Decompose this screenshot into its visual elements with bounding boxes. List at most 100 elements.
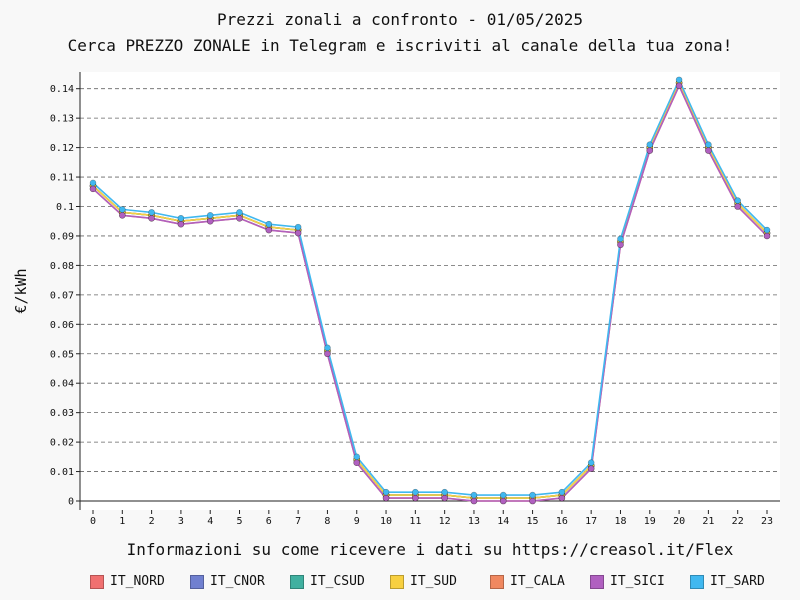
- x-tick-label: 10: [380, 516, 392, 527]
- data-point-it-sard: [646, 141, 654, 148]
- x-tick-label: 4: [207, 516, 213, 527]
- chart-title: Prezzi zonali a confronto - 01/05/2025: [216, 10, 584, 29]
- x-tick-label: 8: [324, 516, 330, 527]
- legend-swatch: [290, 574, 304, 589]
- x-tick-label: 7: [295, 516, 301, 527]
- data-point-it-sici: [382, 494, 390, 502]
- data-point-it-sici: [353, 459, 361, 467]
- data-point-it-sici: [324, 350, 331, 358]
- x-tick-label: 12: [439, 516, 451, 527]
- footer-info: Informazioni su come ricevere i dati su …: [126, 540, 734, 559]
- series-points: [89, 76, 771, 505]
- data-point-it-sard: [265, 220, 273, 228]
- data-point-it-sard: [705, 141, 712, 148]
- legend-item-it-cnor: IT_CNOR: [190, 574, 265, 589]
- y-tick-label: 0.01: [50, 467, 74, 478]
- data-point-it-sard: [353, 453, 361, 461]
- data-point-it-sici: [148, 214, 155, 222]
- data-point-it-sici: [294, 229, 302, 237]
- data-point-it-sard: [470, 491, 478, 499]
- data-point-it-sard: [763, 226, 771, 234]
- data-point-it-sard: [529, 491, 536, 499]
- data-point-it-sici: [412, 494, 419, 502]
- y-tick-label: 0.1: [56, 202, 74, 213]
- data-point-it-sici: [675, 82, 683, 90]
- data-point-it-sici: [617, 241, 624, 249]
- x-tick-label: 22: [732, 516, 744, 527]
- data-point-it-sard: [441, 488, 448, 496]
- x-tick-label: 11: [409, 516, 421, 527]
- y-tick-label: 0.11: [50, 173, 74, 184]
- series-line-it-sard: [92, 77, 768, 496]
- x-tick-labels: 0 1 2 3 4 5 6 7 8 9 10 11 12 13 14 15 16 17 18 19 20 21 22 23: [90, 510, 773, 527]
- x-tick-label: 6: [266, 516, 272, 527]
- legend-item-it-sici: IT_SICI: [590, 574, 665, 589]
- x-tick-label: 17: [585, 516, 597, 527]
- y-tick-label: 0.07: [50, 290, 74, 301]
- x-tick-label: 2: [149, 516, 155, 527]
- x-tick-label: 21: [702, 516, 714, 527]
- data-point-it-sard: [324, 344, 331, 352]
- legend-label: IT_SARD: [710, 574, 765, 589]
- data-point-it-sici: [499, 497, 507, 505]
- legend-label: IT_CNOR: [210, 574, 265, 589]
- y-tick-label: 0.14: [50, 84, 74, 95]
- x-tick-label: 13: [468, 516, 480, 527]
- legend-swatch: [190, 574, 204, 589]
- x-tick-label: 19: [644, 516, 656, 527]
- chart-subtitle: Cerca PREZZO ZONALE in Telegram e iscriv…: [67, 36, 733, 55]
- plot-area: [80, 72, 780, 510]
- data-point-it-sici: [206, 217, 214, 225]
- data-point-it-sici: [587, 465, 595, 472]
- data-point-it-sard: [587, 459, 595, 467]
- legend-label: IT_SUD: [410, 574, 457, 589]
- series-line-it-sici: [92, 83, 768, 502]
- data-point-it-sard: [148, 209, 155, 216]
- y-tick-label: 0.03: [50, 408, 74, 419]
- data-point-it-sici: [529, 497, 536, 505]
- x-tick-label: 18: [614, 516, 626, 527]
- axes: [79, 72, 780, 510]
- x-tick-label: 3: [178, 516, 184, 527]
- legend-label: IT_CALA: [510, 574, 565, 589]
- x-tick-label: 5: [237, 516, 243, 527]
- y-tick-labels: 0 0.01 0.02 0.03 0.04 0.05 0.06 0.07 0.08 0.09 0.1…: [50, 84, 80, 508]
- data-point-it-sici: [558, 494, 566, 502]
- x-tick-label: 1: [119, 516, 125, 527]
- data-point-it-sici: [734, 203, 741, 210]
- y-tick-label: 0.12: [50, 143, 74, 154]
- y-tick-label: 0.06: [50, 320, 74, 331]
- data-point-it-sard: [675, 76, 683, 84]
- x-tick-label: 16: [556, 516, 568, 527]
- data-point-it-sici: [89, 185, 97, 193]
- legend-item-it-cala: IT_CALA: [490, 574, 565, 589]
- y-tick-label: 0.04: [50, 379, 74, 390]
- data-point-it-sici: [441, 494, 448, 502]
- x-tick-label: 20: [673, 516, 685, 527]
- series-line-it-sud: [92, 80, 768, 499]
- data-point-it-sard: [734, 197, 741, 204]
- legend-item-it-csud: IT_CSUD: [290, 574, 365, 589]
- legend-label: IT_CSUD: [310, 574, 365, 589]
- data-point-it-sard: [236, 209, 243, 216]
- legend-swatch: [690, 574, 704, 589]
- data-point-it-sard: [294, 223, 302, 231]
- y-tick-label: 0.13: [50, 114, 74, 125]
- data-point-it-sard: [499, 491, 507, 499]
- x-tick-label: 14: [497, 516, 509, 527]
- legend-swatch: [390, 574, 404, 589]
- legend-item-it-sard: IT_SARD: [690, 574, 765, 589]
- series-lines: [92, 77, 768, 502]
- data-point-it-sard: [382, 488, 390, 496]
- legend-item-it-nord: IT_NORD: [90, 574, 165, 589]
- legend: IT_NORD IT_CNOR IT_CSUD IT_SUD IT_CALA IT_SIC…: [0, 574, 800, 594]
- data-point-it-sard: [89, 179, 97, 187]
- data-point-it-sici: [119, 212, 126, 219]
- data-point-it-sici: [177, 220, 185, 228]
- data-point-it-sici: [236, 214, 243, 222]
- x-tick-label: 15: [527, 516, 539, 527]
- legend-swatch: [590, 574, 604, 589]
- data-point-it-sici: [705, 147, 712, 154]
- y-tick-label: 0: [68, 497, 74, 508]
